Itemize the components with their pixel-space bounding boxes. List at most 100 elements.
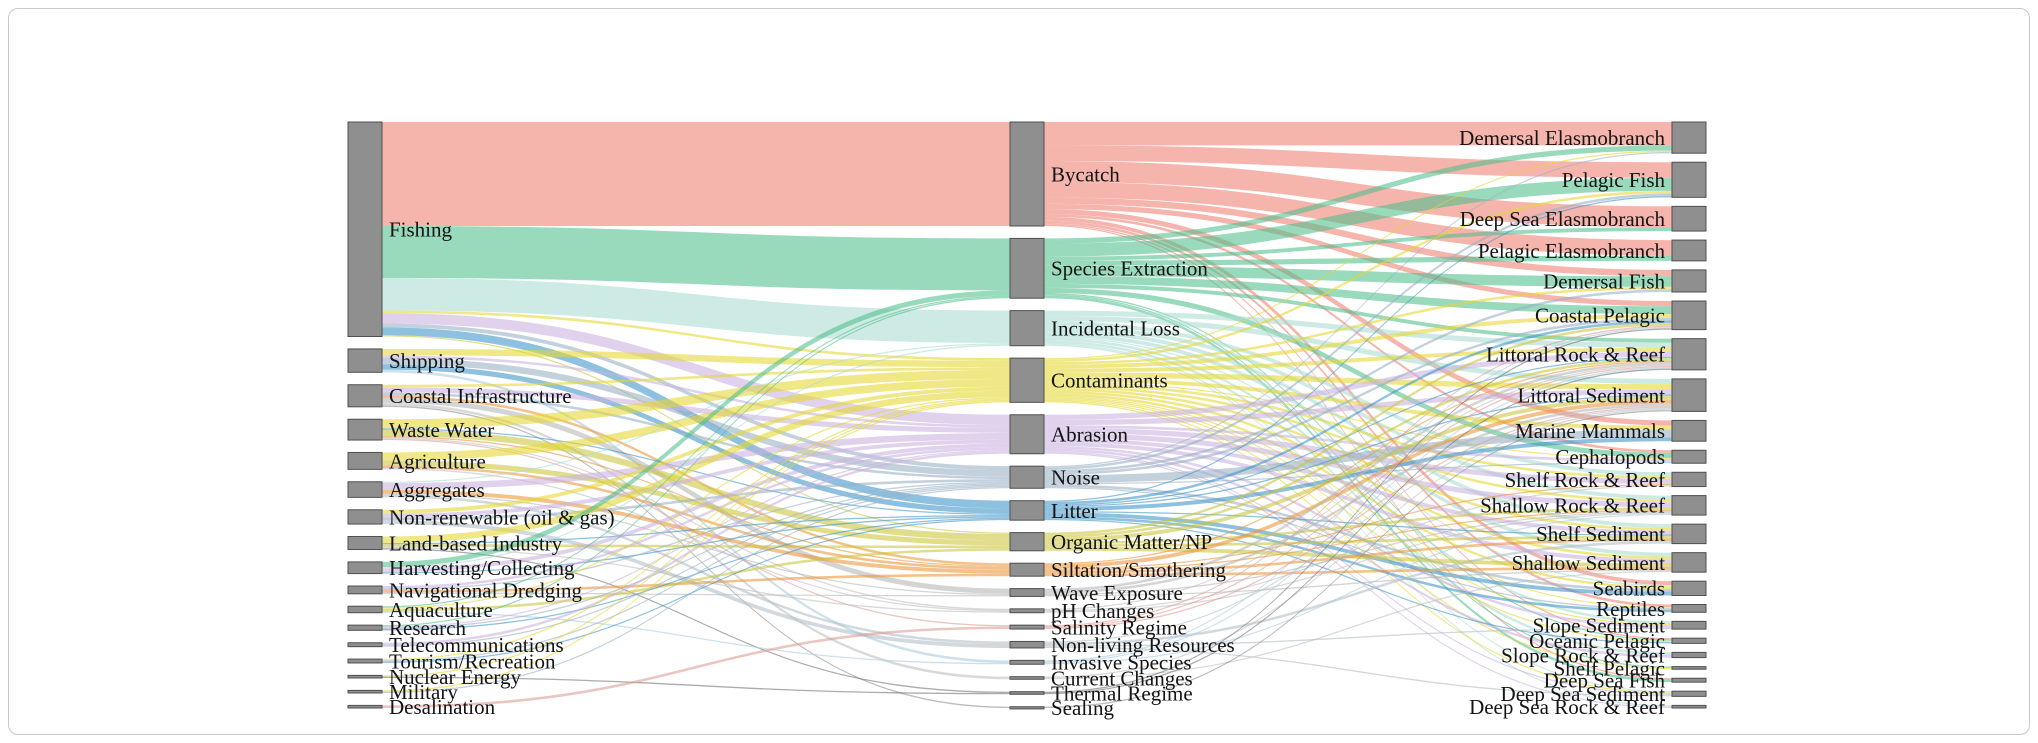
sankey-node-abrasion[interactable]: [1009, 414, 1045, 455]
sankey-node-deep-sea-fish[interactable]: [1671, 677, 1707, 683]
sankey-node-incidental-loss[interactable]: [1009, 310, 1045, 347]
sankey-node-aggregates[interactable]: [347, 481, 383, 498]
sankey-link-agriculture-contaminants: [382, 378, 1010, 461]
sankey-node-coastal-pelagic[interactable]: [1671, 300, 1707, 331]
node-label-deep-sea-sediment: Deep Sea Sediment: [1501, 682, 1666, 706]
sankey-node-invasive-species[interactable]: [1009, 659, 1045, 665]
sankey-node-land-based-industry[interactable]: [347, 535, 383, 550]
sankey-node-shipping[interactable]: [347, 348, 383, 373]
sankey-node-harvesting-collecting[interactable]: [347, 561, 383, 575]
sankey-link-desalination-salinity-regime: [382, 626, 1010, 708]
sankey-link-coastal-infrastructure-contaminants: [382, 367, 1010, 388]
sankey-node-shelf-pelagic[interactable]: [1671, 666, 1707, 670]
sankey-node-species-extraction[interactable]: [1009, 237, 1045, 299]
sankey-node-aquaculture[interactable]: [347, 605, 383, 614]
sankey-node-bycatch[interactable]: [1009, 121, 1045, 227]
sankey-link-coastal-infrastructure-current-changes: [382, 402, 1010, 680]
sankey-node-littoral-sediment[interactable]: [1671, 378, 1707, 412]
sankey-node-seabirds[interactable]: [1671, 580, 1707, 596]
sankey-link-fishing-bycatch: [382, 122, 1010, 226]
sankey-node-deep-sea-elasmobranch[interactable]: [1671, 205, 1707, 232]
sankey-node-demersal-elasmobranch[interactable]: [1671, 121, 1707, 154]
sankey-link-navigational-dredging-siltation-smothering: [382, 573, 1010, 593]
sankey-node-telecommunications[interactable]: [347, 642, 383, 648]
sankey-link-abrasion-littoral-sediment: [1044, 389, 1672, 426]
sankey-link-non-renewable-oil-gas-abrasion: [382, 439, 1010, 518]
sankey-node-fishing[interactable]: [347, 121, 383, 337]
sankey-node-research[interactable]: [347, 624, 383, 631]
node-label-ph-changes: pH Changes: [1051, 599, 1154, 623]
sankey-node-shallow-sediment[interactable]: [1671, 552, 1707, 573]
sankey-link-abrasion-cephalopods: [1044, 425, 1672, 462]
sankey-node-shelf-sediment[interactable]: [1671, 523, 1707, 545]
sankey-node-cephalopods[interactable]: [1671, 449, 1707, 464]
sankey-node-siltation-smothering[interactable]: [1009, 562, 1045, 577]
sankey-node-demersal-fish[interactable]: [1671, 269, 1707, 293]
sankey-node-pelagic-elasmobranch[interactable]: [1671, 239, 1707, 262]
sankey-node-slope-rock-reef[interactable]: [1671, 651, 1707, 659]
sankey-link-contaminants-shelf-pelagic: [1044, 399, 1672, 670]
sankey-link-waste-water-organic-matter-np: [382, 429, 1010, 541]
sankey-node-ph-changes[interactable]: [1009, 608, 1045, 614]
sankey-node-noise[interactable]: [1009, 465, 1045, 489]
sankey-link-fishing-contaminants: [382, 310, 1010, 361]
sankey-link-salinity-regime-littoral-sediment: [1044, 406, 1672, 630]
sankey-node-salinity-regime[interactable]: [1009, 624, 1045, 630]
sankey-node-shelf-rock-reef[interactable]: [1671, 471, 1707, 488]
sankey-link-current-changes-littoral-sediment: [1044, 408, 1672, 678]
sankey-link-bycatch-pelagic-fish: [1044, 145, 1672, 178]
sankey-node-waste-water[interactable]: [347, 418, 383, 441]
sankey-link-invasive-species-shallow-rock-reef: [1044, 513, 1672, 665]
sankey-node-littoral-rock-reef[interactable]: [1671, 338, 1707, 371]
sankey-node-navigational-dredging[interactable]: [347, 585, 383, 595]
sankey-link-aquaculture-invasive-species: [382, 611, 1010, 665]
sankey-node-coastal-infrastructure[interactable]: [347, 384, 383, 408]
sankey-node-marine-mammals[interactable]: [1671, 419, 1707, 442]
sankey-node-tourism-recreation[interactable]: [347, 658, 383, 664]
sankey-link-invasive-species-coastal-pelagic: [1044, 327, 1672, 662]
sankey-link-litter-coastal-pelagic: [1044, 320, 1672, 505]
node-label-bycatch: Bycatch: [1051, 162, 1120, 186]
node-label-research: Research: [389, 616, 466, 640]
sankey-node-shallow-rock-reef[interactable]: [1671, 495, 1707, 516]
sankey-node-slope-sediment[interactable]: [1671, 620, 1707, 630]
sankey-link-bycatch-demersal-elasmobranch: [1044, 122, 1672, 146]
sankey-node-deep-sea-rock-reef[interactable]: [1671, 704, 1707, 709]
sankey-node-agriculture[interactable]: [347, 451, 383, 470]
sankey-link-non-living-resources-littoral-sediment: [1044, 407, 1672, 643]
node-label-deep-sea-fish: Deep Sea Fish: [1544, 669, 1666, 693]
node-label-reptiles: Reptiles: [1596, 597, 1665, 621]
sankey-link-abrasion-shallow-sediment: [1044, 442, 1672, 564]
sankey-node-military[interactable]: [347, 689, 383, 694]
sankey-node-desalination[interactable]: [347, 704, 383, 709]
sankey-node-pelagic-fish[interactable]: [1671, 161, 1707, 198]
sankey-node-non-living-resources[interactable]: [1009, 640, 1045, 649]
sankey-link-nuclear-energy-contaminants: [382, 399, 1010, 677]
sankey-link-litter-seabirds: [1044, 512, 1672, 596]
sankey-link-non-living-resources-shelf-sediment: [1044, 541, 1672, 646]
sankey-link-non-living-resources-deep-sea-sediment: [1044, 646, 1672, 697]
sankey-link-coastal-infrastructure-noise: [382, 392, 1010, 480]
sankey-node-thermal-regime[interactable]: [1009, 691, 1045, 695]
sankey-link-salinity-regime-littoral-rock-reef: [1044, 365, 1672, 628]
sankey-link-wave-exposure-littoral-sediment: [1044, 403, 1672, 594]
sankey-node-reptiles[interactable]: [1671, 604, 1707, 613]
sankey-link-tourism-recreation-noise: [382, 485, 1010, 662]
sankey-node-current-changes[interactable]: [1009, 676, 1045, 680]
sankey-link-non-living-resources-slope-sediment: [1044, 627, 1672, 647]
sankey-node-non-renewable-oil-gas[interactable]: [347, 509, 383, 525]
sankey-node-litter[interactable]: [1009, 500, 1045, 521]
sankey-node-nuclear-energy[interactable]: [347, 674, 383, 679]
sankey-node-oceanic-pelagic[interactable]: [1671, 637, 1707, 644]
nodes-layer: [347, 121, 1707, 710]
sankey-node-organic-matter-np[interactable]: [1009, 532, 1045, 552]
sankey-node-deep-sea-sediment[interactable]: [1671, 690, 1707, 697]
sankey-link-aquaculture-contaminants: [382, 397, 1010, 609]
sankey-link-non-renewable-oil-gas-contaminants: [382, 386, 1010, 514]
sankey-node-wave-exposure[interactable]: [1009, 588, 1045, 597]
sankey-link-noise-coastal-pelagic: [1044, 317, 1672, 476]
sankey-node-contaminants[interactable]: [1009, 357, 1045, 403]
sankey-link-telecommunications-noise: [382, 484, 1010, 647]
sankey-node-sealing[interactable]: [1009, 706, 1045, 710]
